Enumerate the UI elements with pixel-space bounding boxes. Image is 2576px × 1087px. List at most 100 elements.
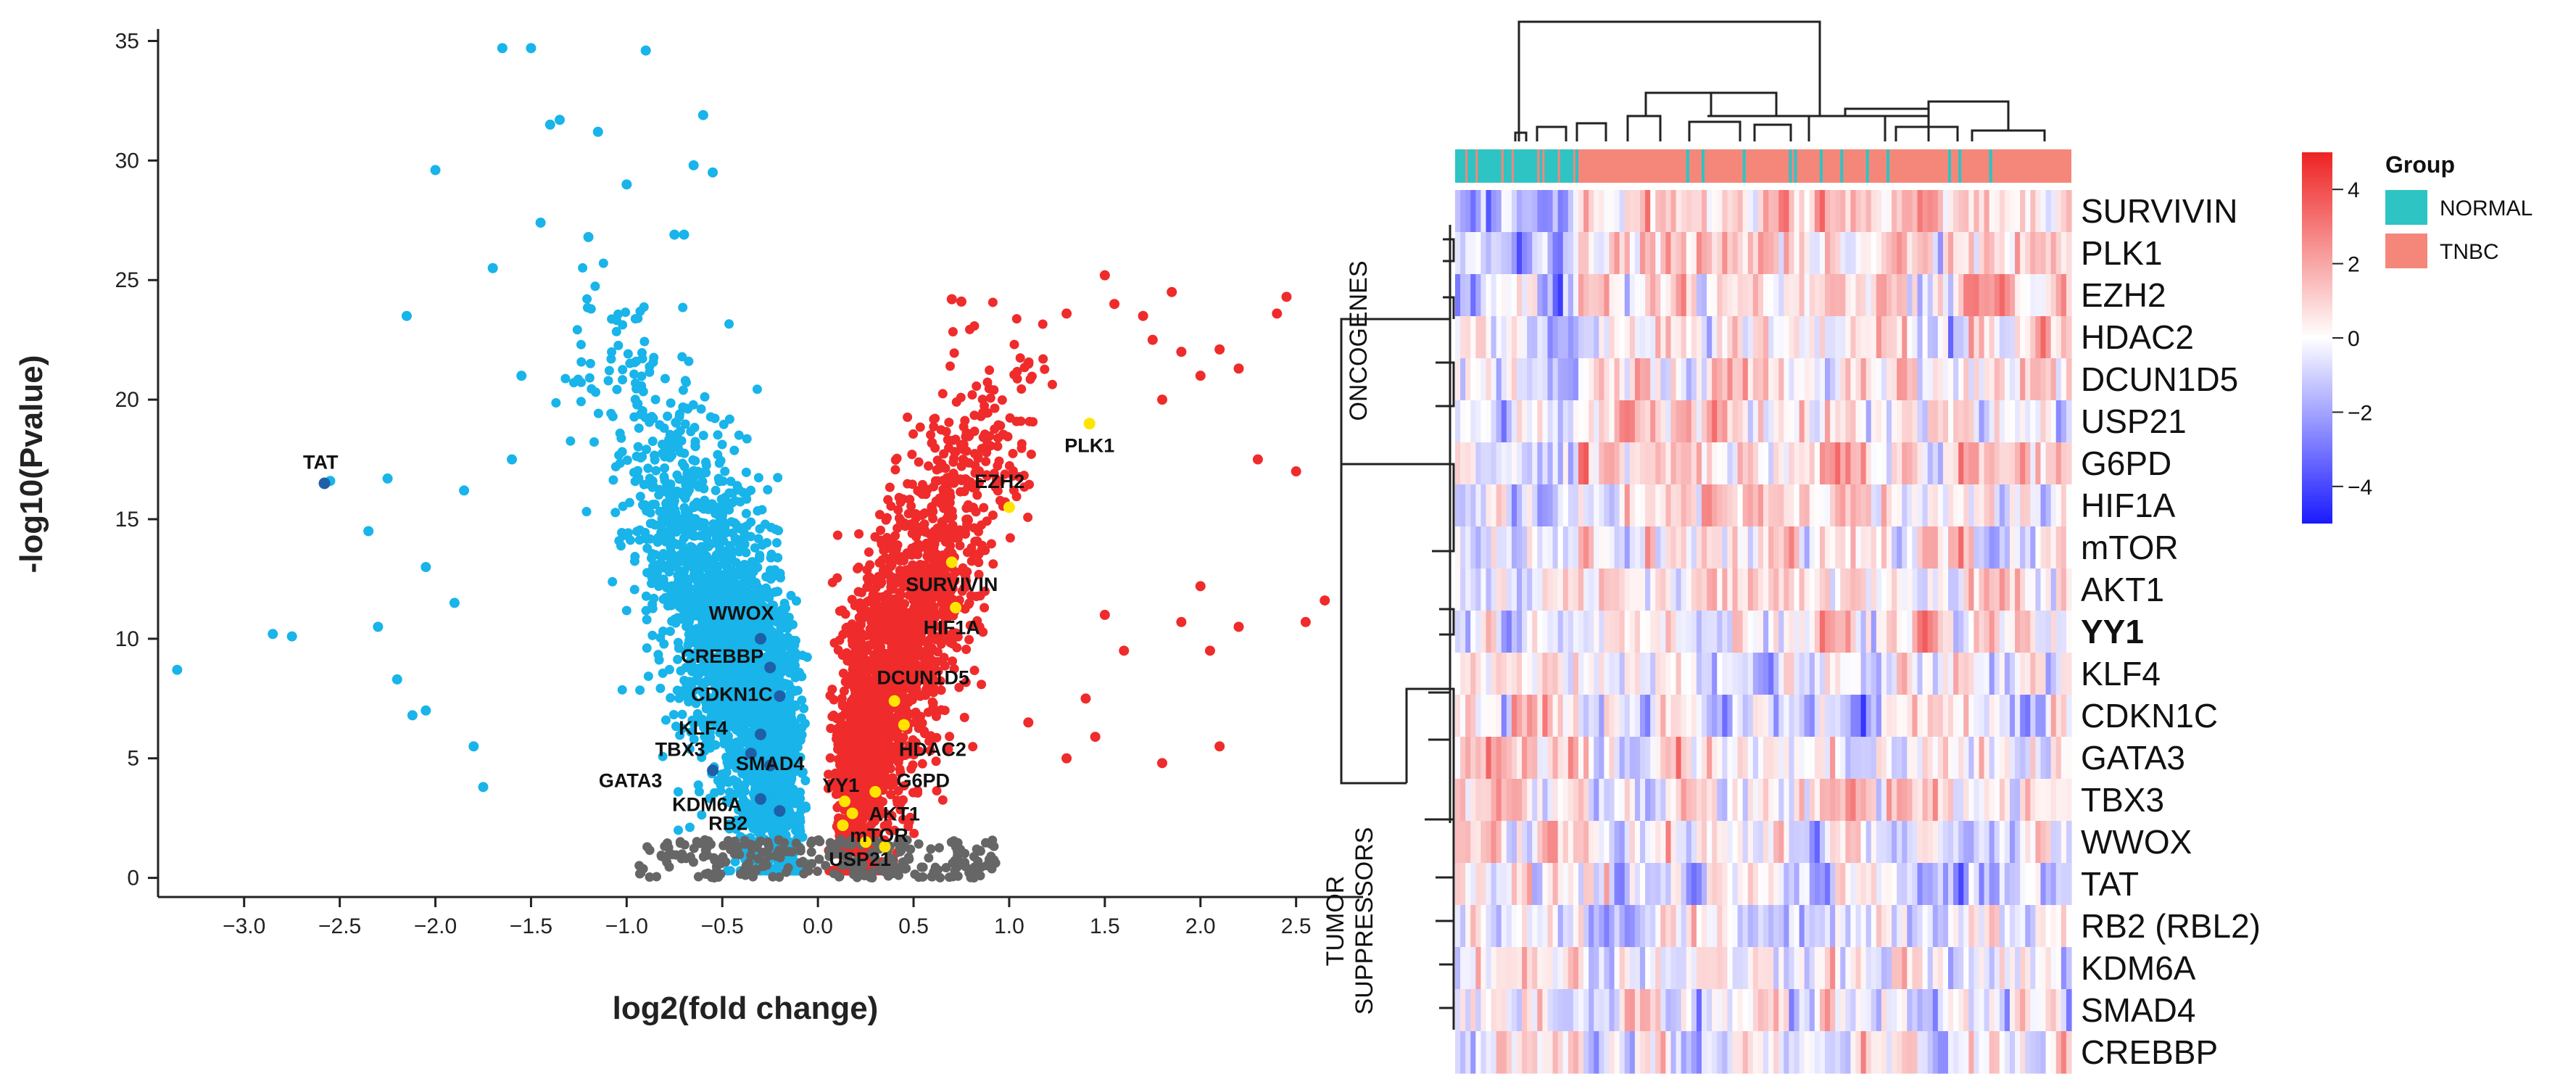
data-point xyxy=(1195,371,1206,381)
data-point xyxy=(1272,308,1283,319)
x-tick-label: 1.5 xyxy=(1090,914,1120,938)
colorbar-tick-label: 0 xyxy=(2348,327,2360,351)
colorbar-tick-label: −2 xyxy=(2348,401,2372,425)
row-label: CDKN1C xyxy=(2081,697,2218,735)
volcano-plot: −3.0 −2.5 −2.0 −1.5 −1.0 −0.5 0.0 0.5 1.0 1.5 2.0 2… xyxy=(14,29,1363,1026)
y-tick-label: 25 xyxy=(115,268,139,292)
data-point xyxy=(1214,344,1225,355)
column-dendrogram xyxy=(1514,20,2046,141)
row-dendrogram xyxy=(1340,225,1455,1030)
highlight-point xyxy=(950,602,962,613)
colorbar xyxy=(2302,152,2332,524)
data-point xyxy=(449,598,460,608)
x-tick-label: −1.0 xyxy=(605,914,648,938)
legend-swatch-normal xyxy=(2385,190,2427,225)
tumor-suppressors-group-label: TUMORSUPPRESSORS xyxy=(1322,827,1378,1015)
colorbar-tick-label: 2 xyxy=(2348,253,2360,277)
gene-label: PLK1 xyxy=(1064,435,1114,457)
data-point xyxy=(1204,645,1215,656)
data-point xyxy=(382,473,393,484)
highlight-point xyxy=(869,785,882,798)
data-point xyxy=(1157,394,1167,405)
x-tick-label: −2.0 xyxy=(414,914,457,938)
row-label: KDM6A xyxy=(2081,949,2196,987)
data-point xyxy=(1291,466,1301,477)
data-point xyxy=(286,631,297,642)
gene-label: KDM6A xyxy=(672,793,742,815)
highlight-point xyxy=(755,632,766,645)
highlight-point xyxy=(846,807,858,819)
colorbar-ticks: 4 2 0 −2 −4 xyxy=(2332,178,2372,500)
data-point xyxy=(526,43,537,54)
data-point xyxy=(1167,286,1177,297)
heatmap: SURVIVIN PLK1 EZH2 HDAC2 DCUN1D5 USP21 G6PD HIF… xyxy=(1322,20,2532,1074)
y-tick-label: 0 xyxy=(127,867,139,890)
data-point xyxy=(401,310,412,321)
legend-label-tnbc: TNBC xyxy=(2440,240,2499,264)
data-point xyxy=(708,167,718,178)
gene-label: HIF1A xyxy=(924,616,980,638)
row-label: SMAD4 xyxy=(2081,991,2195,1029)
highlight-point xyxy=(745,748,757,760)
data-point xyxy=(956,296,966,307)
data-point xyxy=(487,263,498,273)
highlight-point xyxy=(860,836,872,848)
data-point xyxy=(688,160,699,170)
heatmap-cells xyxy=(1455,190,2072,1074)
x-tick-label: 2.5 xyxy=(1281,914,1312,938)
x-axis-ticks: −3.0 −2.5 −2.0 −1.5 −1.0 −0.5 0.0 0.5 1.0 1.5 2.0 2… xyxy=(223,897,1312,938)
data-points xyxy=(172,43,1330,853)
row-label: SURVIVIN xyxy=(2081,192,2237,230)
x-tick-label: −2.5 xyxy=(318,914,361,938)
row-label: WWOX xyxy=(2081,823,2192,861)
highlight-point xyxy=(1083,418,1096,430)
x-tick-label: 0.0 xyxy=(803,914,833,938)
data-point xyxy=(1090,732,1101,743)
gene-label: SURVIVIN xyxy=(906,574,998,595)
data-point xyxy=(1147,334,1158,345)
gene-label: WWOX xyxy=(709,602,774,624)
data-point xyxy=(1080,693,1091,704)
highlight-point xyxy=(764,759,776,772)
gene-label: AKT1 xyxy=(869,803,920,824)
data-point xyxy=(430,165,441,175)
group-annotation-track xyxy=(1455,149,2071,183)
y-axis-title: -log10(Pvalue) xyxy=(14,355,49,574)
data-point xyxy=(1176,616,1187,627)
legend-swatch-tnbc xyxy=(2385,233,2427,268)
data-point xyxy=(1176,347,1187,357)
colorbar-tick-label: 4 xyxy=(2348,178,2360,202)
highlight-point xyxy=(945,556,958,569)
gene-label: GATA3 xyxy=(599,769,663,791)
highlight-point xyxy=(774,805,786,817)
x-tick-label: 2.0 xyxy=(1185,914,1216,938)
x-tick-label: 1.0 xyxy=(994,914,1024,938)
data-point xyxy=(1138,310,1148,321)
gene-label: CDKN1C xyxy=(691,684,773,706)
gene-label: USP21 xyxy=(829,848,891,870)
highlight-point xyxy=(755,728,766,740)
x-tick-label: 0.5 xyxy=(898,914,929,938)
data-point xyxy=(1157,758,1167,769)
gene-label: SMAD4 xyxy=(736,753,805,774)
row-label: AKT1 xyxy=(2081,571,2164,608)
data-point xyxy=(1023,358,1034,369)
data-point xyxy=(1233,621,1244,632)
y-tick-label: 15 xyxy=(115,508,139,532)
data-point xyxy=(478,782,489,793)
row-label: GATA3 xyxy=(2081,739,2185,777)
data-point xyxy=(1023,717,1034,728)
row-label: G6PD xyxy=(2081,445,2171,482)
data-point xyxy=(1099,270,1110,281)
highlight-point xyxy=(707,764,719,777)
gene-label: KLF4 xyxy=(679,717,728,739)
data-point xyxy=(621,179,632,190)
gene-label: RB2 xyxy=(708,813,747,835)
data-point xyxy=(640,45,651,56)
data-point xyxy=(421,705,431,716)
data-point xyxy=(669,229,680,240)
data-point xyxy=(468,741,479,752)
y-axis-ticks: 0 5 10 15 20 25 30 35 xyxy=(115,29,158,890)
data-point xyxy=(373,621,384,632)
